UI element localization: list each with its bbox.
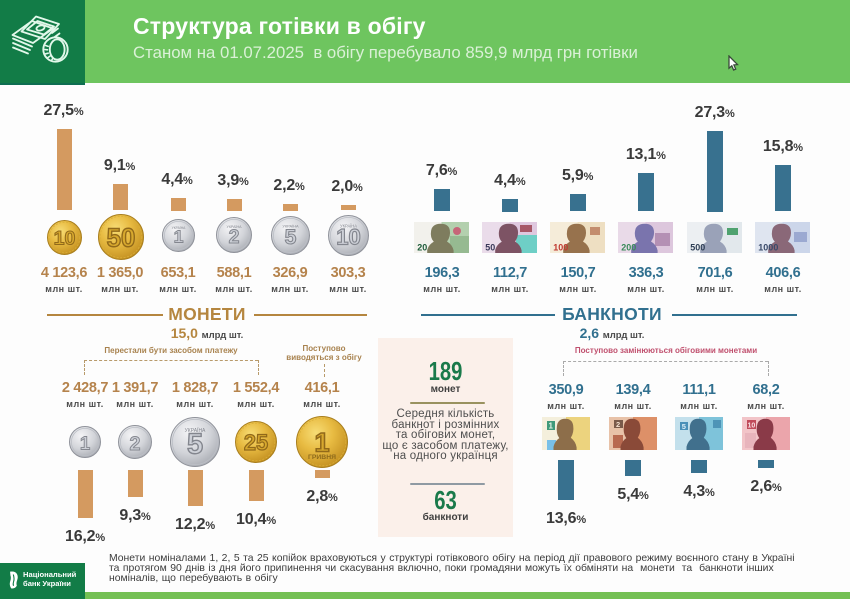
- svg-text:ГРИВНЯ: ГРИВНЯ: [308, 454, 336, 461]
- svg-text:200: 200: [622, 243, 637, 253]
- svg-text:1: 1: [314, 428, 329, 458]
- svg-text:10: 10: [336, 224, 361, 249]
- svg-text:5: 5: [682, 422, 686, 431]
- svg-text:25: 25: [244, 430, 268, 455]
- svg-text:10: 10: [54, 227, 76, 249]
- svg-text:500: 500: [690, 243, 705, 253]
- svg-text:5: 5: [284, 225, 296, 248]
- svg-text:1000: 1000: [759, 243, 779, 253]
- svg-text:10: 10: [748, 423, 756, 430]
- svg-text:УКРАЇНА: УКРАЇНА: [340, 223, 357, 228]
- svg-text:УКРАЇНА: УКРАЇНА: [227, 225, 243, 229]
- svg-text:20: 20: [417, 243, 427, 253]
- svg-text:50: 50: [486, 243, 496, 253]
- svg-text:1: 1: [80, 432, 90, 453]
- svg-text:1: 1: [173, 226, 183, 246]
- svg-text:2: 2: [229, 226, 240, 248]
- svg-text:2: 2: [130, 433, 141, 455]
- svg-text:1: 1: [549, 422, 554, 431]
- svg-text:100: 100: [553, 243, 568, 253]
- svg-text:2: 2: [616, 420, 620, 429]
- svg-text:5: 5: [187, 429, 203, 461]
- svg-text:50: 50: [106, 224, 135, 252]
- svg-text:УКРАЇНА: УКРАЇНА: [171, 225, 185, 229]
- svg-text:УКРАЇНА: УКРАЇНА: [282, 223, 299, 228]
- svg-text:УКРАЇНА: УКРАЇНА: [185, 427, 206, 434]
